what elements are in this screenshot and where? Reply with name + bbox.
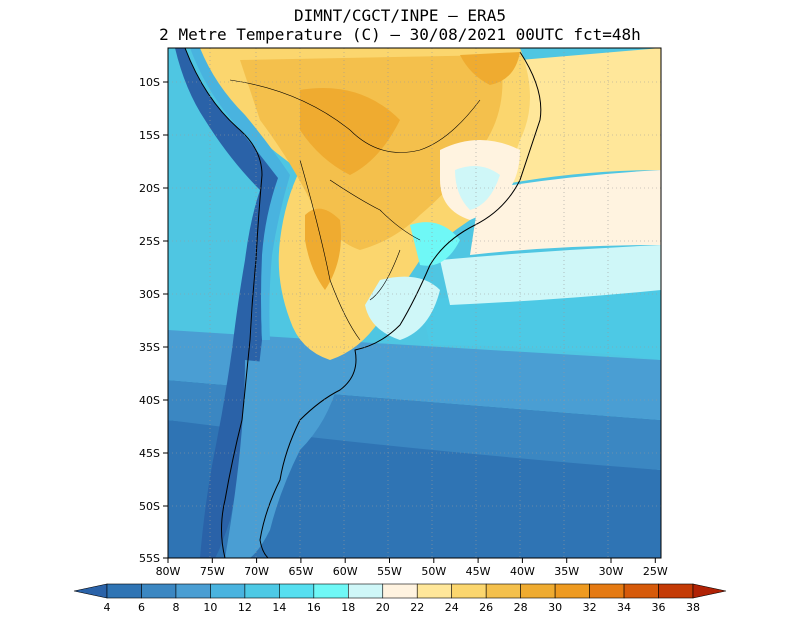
- colorbar-label: 22: [410, 601, 424, 614]
- lon-label: 40W: [510, 565, 535, 578]
- colorbar-label: 30: [548, 601, 562, 614]
- lat-label: 40S: [139, 394, 160, 407]
- lat-label: 20S: [139, 182, 160, 195]
- colorbar-box: [623, 583, 659, 599]
- colorbar-box: [313, 583, 349, 599]
- colorbar-box: [520, 583, 556, 599]
- colorbar-box: [279, 583, 315, 599]
- colorbar-label: 6: [138, 601, 145, 614]
- colorbar-label: 4: [104, 601, 111, 614]
- colorbar-box: [451, 583, 487, 599]
- lat-label: 30S: [139, 288, 160, 301]
- colorbar-label: 36: [652, 601, 666, 614]
- lon-label: 35W: [554, 565, 579, 578]
- colorbar-label: 8: [172, 601, 179, 614]
- colorbar-box: [347, 583, 384, 599]
- colorbar-box: [485, 583, 521, 599]
- colorbar-label: 38: [686, 601, 700, 614]
- lon-label: 50W: [421, 565, 446, 578]
- colorbar-box: [382, 583, 418, 599]
- colorbar-label: 18: [341, 601, 355, 614]
- colorbar-box: [554, 583, 590, 599]
- lon-label: 70W: [244, 565, 269, 578]
- lon-label: 25W: [643, 565, 668, 578]
- lat-label: 50S: [139, 500, 160, 513]
- colorbar-label: 10: [203, 601, 217, 614]
- colorbar-label: 32: [583, 601, 597, 614]
- temperature-field: [168, 48, 661, 558]
- colorbar-box: [175, 583, 211, 599]
- latitude-axis: 10S 15S 20S 25S 30S 35S 40S 45S 50S 55S: [139, 76, 168, 565]
- colorbar-box: [210, 583, 246, 599]
- lon-label: 45W: [466, 565, 491, 578]
- colorbar-box: [658, 583, 694, 599]
- map-title-line2: 2 Metre Temperature (C) – 30/08/2021 00U…: [159, 25, 641, 44]
- lat-label: 35S: [139, 341, 160, 354]
- map-frame: [167, 47, 662, 559]
- colorbar-right-arrow: [692, 583, 727, 599]
- colorbar-label: 12: [238, 601, 252, 614]
- lat-label: 10S: [139, 76, 160, 89]
- lon-label: 75W: [200, 565, 225, 578]
- lon-label: 80W: [156, 565, 181, 578]
- lat-label: 45S: [139, 447, 160, 460]
- colorbar-box: [141, 583, 177, 599]
- lon-label: 30W: [599, 565, 624, 578]
- colorbar-label: 26: [479, 601, 493, 614]
- colorbar-label: 16: [307, 601, 321, 614]
- colorbar-label: 14: [272, 601, 286, 614]
- colorbar-box: [589, 583, 625, 599]
- lat-label: 25S: [139, 235, 160, 248]
- colorbar-label: 34: [617, 601, 631, 614]
- map-title-line1: DIMNT/CGCT/INPE – ERA5: [294, 6, 506, 25]
- lon-label: 55W: [377, 565, 402, 578]
- colorbar: 4 6 8 10 12 14 16 18 20 22 24 26 28 30 32 34 36 38: [73, 583, 727, 614]
- longitude-axis: 80W 75W 70W 65W 60W 55W 50W 45W 40W 35W 30W 25W: [156, 558, 668, 578]
- lat-label: 15S: [139, 129, 160, 142]
- lon-label: 60W: [333, 565, 358, 578]
- graticule-lines: [168, 48, 661, 558]
- colorbar-box: [244, 583, 280, 599]
- colorbar-left-arrow: [73, 583, 108, 599]
- lat-label: 55S: [139, 552, 160, 565]
- lon-label: 65W: [288, 565, 313, 578]
- colorbar-label: 24: [445, 601, 459, 614]
- colorbar-label: 20: [376, 601, 390, 614]
- colorbar-label: 28: [514, 601, 528, 614]
- colorbar-box: [106, 583, 142, 599]
- colorbar-box: [416, 583, 453, 599]
